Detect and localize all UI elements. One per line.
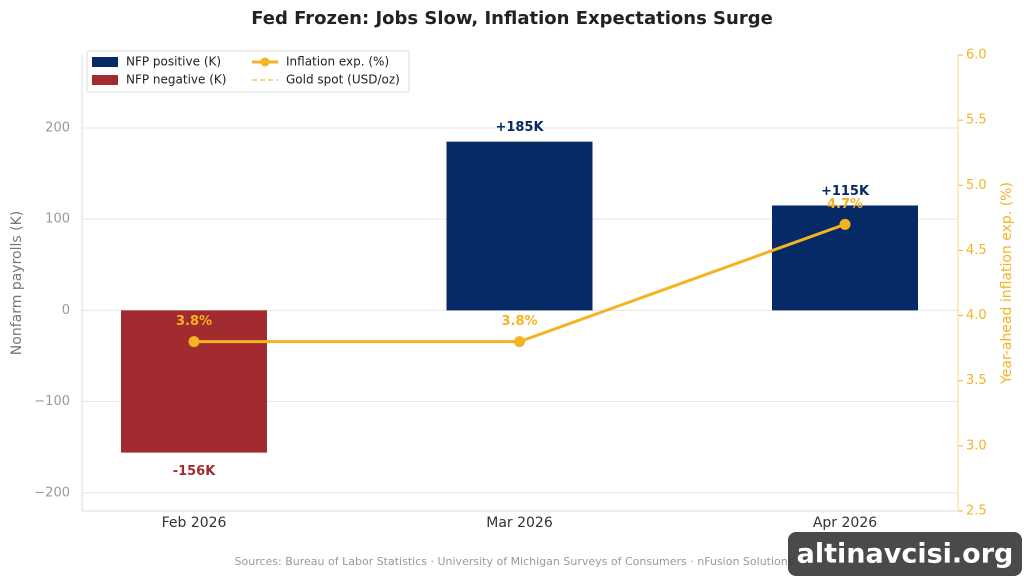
watermark-box <box>788 532 1022 576</box>
source: Sources: Bureau of Labor Statistics · Un… <box>235 555 794 568</box>
y2-tick-label: 2.5 <box>966 504 987 519</box>
watermark: altinavcisi.org <box>797 539 1014 570</box>
bar-value-label: +115K <box>821 184 870 199</box>
y2-tick-label: 5.0 <box>966 178 987 193</box>
bar <box>446 141 593 311</box>
legend-marker <box>260 57 270 67</box>
legend-label: Inflation exp. (%) <box>286 55 389 69</box>
y2-tick-label: 4.0 <box>966 308 987 323</box>
y2-tick-label: 3.5 <box>966 373 987 388</box>
x-tick-label: Mar 2026 <box>486 515 553 531</box>
bar-value-label: -156K <box>173 464 217 479</box>
legend-label: NFP positive (K) <box>126 55 221 69</box>
inflation-label: 3.8% <box>176 314 212 329</box>
y-tick-label: 0 <box>62 303 70 318</box>
y2-tick-label: 3.0 <box>966 438 987 453</box>
legend-label: Gold spot (USD/oz) <box>286 73 400 87</box>
inflation-label: 3.8% <box>501 314 537 329</box>
x-tick-label: Feb 2026 <box>162 515 227 531</box>
y2-axis-label: Year-ahead inflation exp. (%) <box>999 182 1015 385</box>
inflation-point <box>839 218 851 230</box>
legend-swatch <box>92 75 118 85</box>
legend-box <box>86 50 410 93</box>
inflation-point <box>188 336 200 348</box>
bar <box>121 310 267 453</box>
y2-tick-label: 4.5 <box>966 243 987 258</box>
bar-value-label: +185K <box>495 120 544 135</box>
y-tick-label: 100 <box>45 212 70 227</box>
chart-title: Fed Frozen: Jobs Slow, Inflation Expecta… <box>251 8 773 29</box>
x-tick-label: Apr 2026 <box>813 515 877 531</box>
legend-label: NFP negative (K) <box>126 73 226 87</box>
y2-tick-label: 5.5 <box>966 113 987 128</box>
inflation-label: 4.7% <box>827 197 863 212</box>
legend-swatch <box>92 57 118 67</box>
y-axis-label: Nonfarm payrolls (K) <box>9 211 25 355</box>
y-tick-label: −200 <box>34 485 70 500</box>
y-tick-label: 200 <box>45 120 70 135</box>
y2-tick-label: 6.0 <box>966 48 987 63</box>
y-tick-label: −100 <box>34 394 70 409</box>
inflation-point <box>514 336 525 348</box>
